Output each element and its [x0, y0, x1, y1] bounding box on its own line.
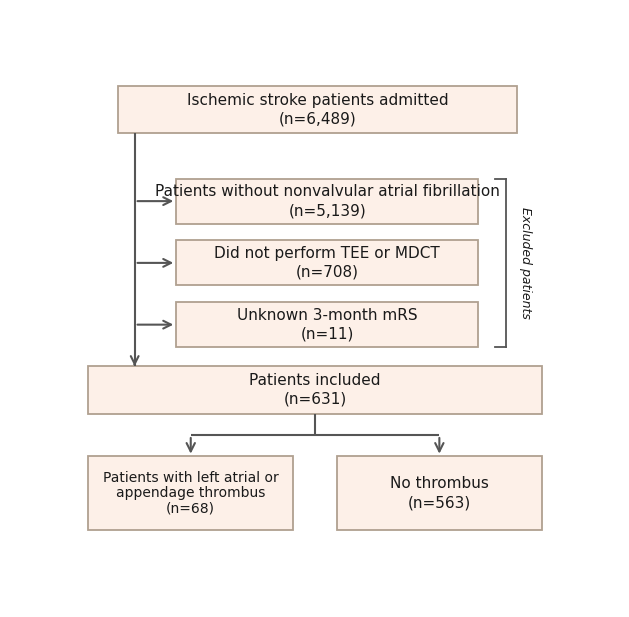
Text: No thrombus: No thrombus	[390, 476, 489, 491]
Text: (n=5,139): (n=5,139)	[288, 203, 366, 218]
FancyBboxPatch shape	[337, 457, 542, 530]
FancyBboxPatch shape	[176, 178, 479, 224]
Text: Patients with left atrial or: Patients with left atrial or	[103, 471, 279, 484]
Text: (n=6,489): (n=6,489)	[279, 112, 357, 126]
Text: Excluded patients: Excluded patients	[519, 207, 532, 319]
FancyBboxPatch shape	[88, 457, 293, 530]
Text: (n=708): (n=708)	[296, 265, 359, 280]
FancyBboxPatch shape	[118, 86, 517, 133]
Text: Unknown 3-month mRS: Unknown 3-month mRS	[237, 308, 418, 323]
Text: (n=631): (n=631)	[284, 392, 347, 407]
FancyBboxPatch shape	[176, 302, 479, 347]
FancyBboxPatch shape	[176, 240, 479, 286]
Text: Patients included: Patients included	[249, 373, 381, 388]
Text: (n=11): (n=11)	[301, 326, 354, 342]
Text: Ischemic stroke patients admitted: Ischemic stroke patients admitted	[187, 93, 448, 108]
Text: (n=68): (n=68)	[166, 502, 215, 516]
Text: Did not perform TEE or MDCT: Did not perform TEE or MDCT	[214, 246, 440, 261]
Text: Patients without nonvalvular atrial fibrillation: Patients without nonvalvular atrial fibr…	[155, 184, 499, 199]
FancyBboxPatch shape	[88, 366, 542, 414]
Text: (n=563): (n=563)	[408, 495, 471, 510]
Text: appendage thrombus: appendage thrombus	[116, 486, 265, 500]
